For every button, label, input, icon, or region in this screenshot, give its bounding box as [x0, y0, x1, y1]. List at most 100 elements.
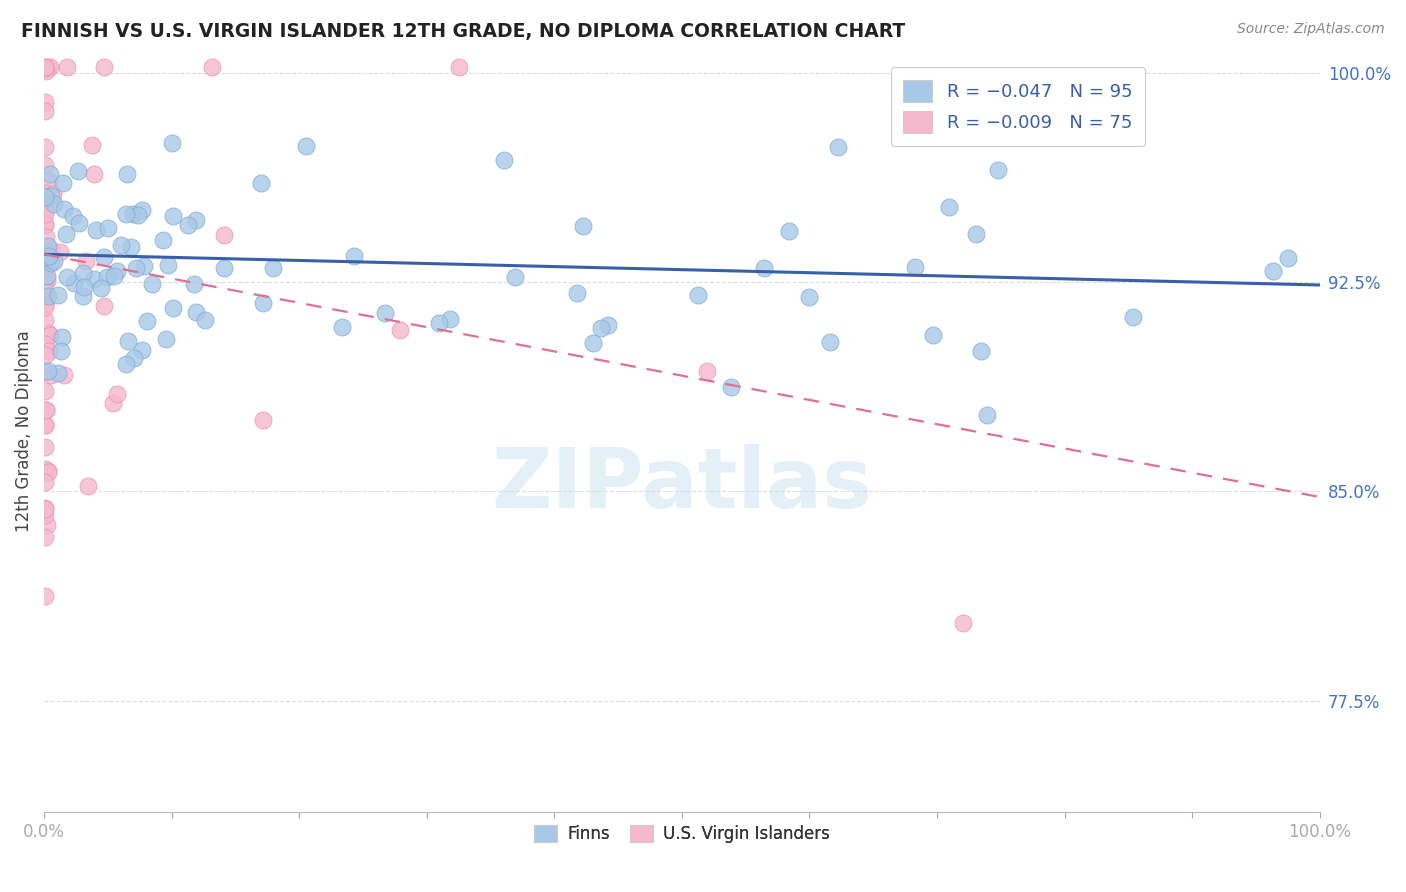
- Point: [799, 290, 821, 304]
- Point: [35, 285, 58, 299]
- Point: [186, 305, 208, 319]
- Point: [34, 313, 56, 327]
- Point: [492, 153, 515, 167]
- Point: [90, 280, 112, 294]
- Point: [131, 202, 153, 217]
- Point: [696, 364, 718, 378]
- Point: [62, 209, 84, 223]
- Point: [117, 334, 139, 348]
- Point: [34, 502, 56, 516]
- Point: [46, 366, 69, 380]
- Point: [34, 275, 56, 289]
- Point: [35, 517, 58, 532]
- Point: [201, 61, 224, 75]
- Point: [39, 189, 62, 203]
- Point: [77, 478, 100, 492]
- Point: [34, 418, 56, 433]
- Point: [34, 500, 56, 515]
- Point: [778, 224, 800, 238]
- Point: [589, 321, 612, 335]
- Point: [51, 344, 73, 359]
- Point: [141, 277, 163, 292]
- Point: [976, 408, 998, 422]
- Text: Source: ZipAtlas.com: Source: ZipAtlas.com: [1237, 22, 1385, 37]
- Point: [82, 138, 104, 153]
- Point: [34, 300, 56, 314]
- Point: [156, 258, 179, 272]
- Point: [252, 295, 274, 310]
- Point: [177, 218, 200, 232]
- Point: [63, 277, 86, 291]
- Point: [582, 335, 605, 350]
- Point: [55, 269, 77, 284]
- Point: [39, 243, 62, 257]
- Point: [105, 387, 128, 401]
- Point: [34, 61, 56, 75]
- Point: [38, 250, 60, 264]
- Point: [37, 61, 59, 75]
- Point: [114, 357, 136, 371]
- Point: [105, 264, 128, 278]
- Point: [34, 190, 56, 204]
- Point: [965, 227, 987, 242]
- Point: [34, 289, 56, 303]
- Point: [155, 332, 177, 346]
- Point: [37, 364, 59, 378]
- Point: [449, 61, 471, 75]
- Point: [53, 202, 76, 216]
- Point: [162, 301, 184, 316]
- Point: [938, 200, 960, 214]
- Point: [34, 186, 56, 201]
- Point: [121, 207, 143, 221]
- Point: [93, 250, 115, 264]
- Point: [97, 221, 120, 235]
- Point: [34, 230, 56, 244]
- Point: [904, 260, 927, 274]
- Point: [67, 216, 90, 230]
- Point: [343, 249, 366, 263]
- Point: [34, 158, 56, 172]
- Point: [37, 465, 59, 479]
- Point: [35, 64, 58, 78]
- Point: [34, 61, 56, 75]
- Point: [115, 207, 138, 221]
- Point: [55, 227, 77, 241]
- Point: [1122, 310, 1144, 324]
- Point: [75, 254, 97, 268]
- Point: [35, 269, 58, 284]
- Point: [34, 292, 56, 306]
- Point: [34, 202, 56, 217]
- Text: FINNISH VS U.S. VIRGIN ISLANDER 12TH GRADE, NO DIPLOMA CORRELATION CHART: FINNISH VS U.S. VIRGIN ISLANDER 12TH GRA…: [21, 22, 905, 41]
- Point: [34, 348, 56, 362]
- Point: [37, 238, 59, 252]
- Point: [752, 260, 775, 275]
- Point: [598, 318, 620, 332]
- Point: [34, 202, 56, 217]
- Point: [110, 238, 132, 252]
- Point: [572, 219, 595, 233]
- Point: [34, 140, 56, 154]
- Point: [35, 273, 58, 287]
- Point: [83, 271, 105, 285]
- Point: [34, 61, 56, 75]
- Point: [34, 417, 56, 432]
- Point: [93, 299, 115, 313]
- Point: [34, 440, 56, 454]
- Point: [987, 163, 1010, 178]
- Point: [1261, 264, 1284, 278]
- Point: [34, 337, 56, 351]
- Legend: Finns, U.S. Virgin Islanders: Finns, U.S. Virgin Islanders: [527, 818, 837, 849]
- Point: [38, 344, 60, 359]
- Point: [427, 316, 450, 330]
- Point: [565, 285, 588, 300]
- Point: [34, 218, 56, 232]
- Point: [34, 95, 56, 109]
- Text: ZIPatlas: ZIPatlas: [491, 444, 872, 525]
- Point: [96, 270, 118, 285]
- Point: [34, 384, 56, 399]
- Point: [34, 217, 56, 231]
- Point: [827, 140, 849, 154]
- Point: [72, 289, 94, 303]
- Point: [39, 328, 62, 343]
- Point: [820, 335, 842, 350]
